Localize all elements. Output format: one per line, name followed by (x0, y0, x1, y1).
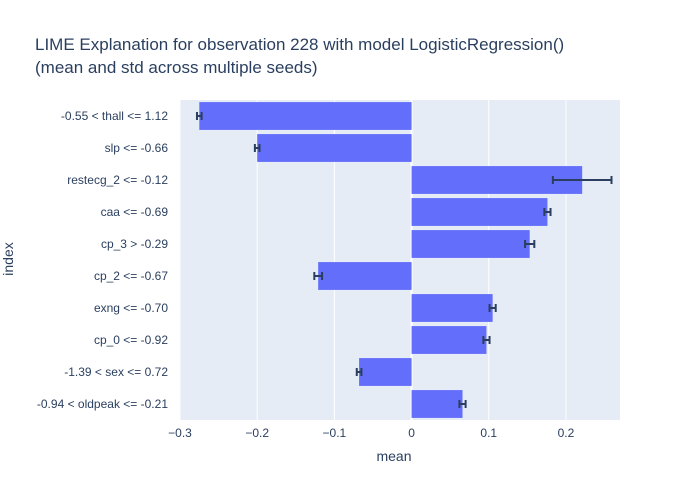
y-tick-label: exng <= -0.70 (94, 301, 168, 315)
bar (411, 198, 548, 226)
y-tick-label: cp_0 <= -0.92 (94, 333, 168, 347)
chart-title: LIME Explanation for observation 228 wit… (35, 35, 564, 54)
y-tick-label: restecg_2 <= -0.12 (67, 173, 168, 187)
y-tick-label: -0.55 < thall <= 1.12 (61, 109, 168, 123)
y-tick-label: -1.39 < sex <= 0.72 (64, 365, 168, 379)
chart-subtitle: (mean and std across multiple seeds) (35, 58, 318, 77)
y-tick-label: -0.94 < oldpeak <= -0.21 (37, 397, 168, 411)
x-axis-title: mean (376, 448, 411, 464)
y-axis-title: index (0, 242, 16, 275)
bar (318, 262, 412, 290)
y-tick-label: caa <= -0.69 (101, 205, 169, 219)
bar (411, 230, 530, 258)
bar (257, 134, 412, 162)
bar (199, 102, 412, 130)
x-tick-label: −0.3 (168, 426, 192, 440)
x-tick-label: 0.1 (480, 426, 497, 440)
error-bars (195, 112, 613, 408)
bar (359, 358, 412, 386)
x-tick-label: 0 (408, 426, 415, 440)
x-tick-label: 0.2 (558, 426, 575, 440)
bar (411, 390, 463, 418)
x-tick-labels: −0.3 −0.2 −0.1 0 0.1 0.2 (168, 426, 574, 440)
y-tick-label: slp <= -0.66 (105, 141, 169, 155)
x-tick-label: −0.1 (323, 426, 347, 440)
bar (411, 326, 487, 354)
y-tick-label: cp_3 > -0.29 (101, 237, 168, 251)
bar (411, 294, 493, 322)
y-tick-label: cp_2 <= -0.67 (94, 269, 168, 283)
y-tick-labels: -0.55 < thall <= 1.12 slp <= -0.66 restecg… (37, 109, 168, 411)
x-tick-label: −0.2 (245, 426, 269, 440)
